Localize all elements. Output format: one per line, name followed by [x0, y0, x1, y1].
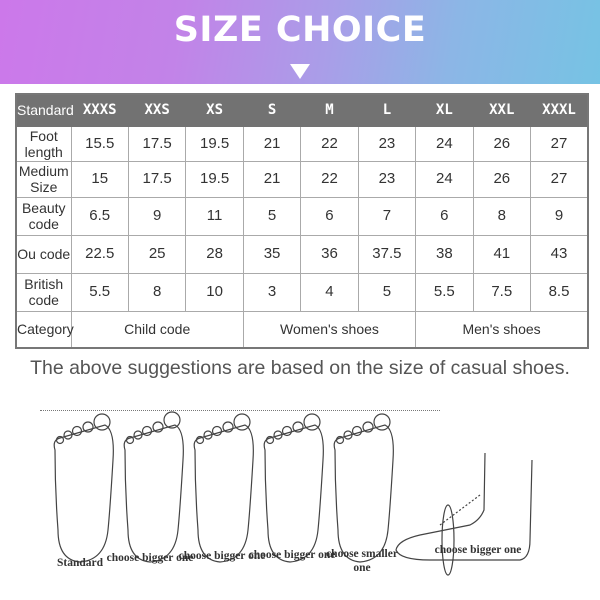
- category-cell: Child code: [70, 310, 244, 349]
- foot-caption: choose bigger one: [178, 550, 266, 562]
- table-cell: 9: [127, 196, 187, 236]
- table-row: British code 5.5 8 10 3 4 5 5.5 7.5 8.5: [15, 272, 589, 312]
- header-banner: SIZE CHOICE: [0, 0, 600, 84]
- size-header: XXS: [127, 93, 187, 127]
- table-cell: 8: [472, 196, 532, 236]
- table-cell: 21: [242, 125, 302, 162]
- size-header: XXL: [472, 93, 532, 127]
- category-cell: Women's shoes: [242, 310, 417, 349]
- table-cell: 17.5: [127, 160, 187, 198]
- triangle-down-icon: [290, 64, 310, 79]
- table-cell: 26: [472, 125, 532, 162]
- size-header: XL: [415, 93, 474, 127]
- table-header-row: Standard XXXS XXS XS S M L XL XXL XXXL: [15, 93, 589, 127]
- table-cell: 6: [415, 196, 474, 236]
- table-cell: 8.5: [530, 272, 589, 312]
- size-header: XXXL: [530, 93, 589, 127]
- table-cell: 38: [415, 234, 474, 274]
- foot-caption: choose bigger one: [248, 549, 336, 561]
- table-cell: 35: [242, 234, 302, 274]
- foot-sole-icon: [263, 413, 324, 563]
- table-cell: 24: [415, 160, 474, 198]
- note-text: The above suggestions are based on the s…: [30, 357, 570, 379]
- table-cell: 27: [530, 160, 589, 198]
- side-foot-icon: [395, 452, 533, 576]
- row-label: Medium Size: [15, 160, 72, 198]
- foot-sole-icon: [123, 411, 184, 563]
- table-cell: 8: [127, 272, 187, 312]
- foot-caption: choose bigger one: [434, 544, 522, 556]
- table-cell: 15: [70, 160, 129, 198]
- table-cell: 7.5: [472, 272, 532, 312]
- table-cell: 5: [357, 272, 417, 312]
- table-cell: 6.5: [70, 196, 129, 236]
- foot-caption: choose smaller one: [326, 548, 398, 574]
- table-cell: 6: [300, 196, 359, 236]
- table-cell: 3: [242, 272, 302, 312]
- feet-illustration: [53, 411, 533, 576]
- size-table: Standard XXXS XXS XS S M L XL XXL XXXL Foot lengt…: [15, 93, 589, 349]
- row-label: Ou code: [15, 234, 72, 274]
- table-cell: 41: [472, 234, 532, 274]
- size-header: XXXS: [70, 93, 129, 127]
- table-cell: 5.5: [70, 272, 129, 312]
- table-cell: 37.5: [357, 234, 417, 274]
- size-header: XS: [185, 93, 244, 127]
- table-cell: 4: [300, 272, 359, 312]
- size-header: S: [242, 93, 302, 127]
- table-cell: 26: [472, 160, 532, 198]
- table-row: Beauty code 6.5 9 11 5 6 7 6 8 9: [15, 196, 589, 236]
- table-row: Foot length 15.5 17.5 19.5 21 22 23 24 26 27: [15, 125, 589, 162]
- foot-caption: choose bigger one: [106, 552, 194, 564]
- table-cell: 11: [185, 196, 244, 236]
- table-row: Ou code 22.5 25 28 35 36 37.5 38 41 43: [15, 234, 589, 274]
- table-cell: 7: [357, 196, 417, 236]
- table-cell: 25: [127, 234, 187, 274]
- category-cell: Men's shoes: [415, 310, 589, 349]
- table-row-category: Category Child code Women's shoes Men's …: [15, 310, 589, 349]
- foot-sole-icon: [333, 413, 394, 563]
- table-row: Medium Size 15 17.5 19.5 21 22 23 24 26 27: [15, 160, 589, 198]
- header-label: Standard: [15, 93, 74, 127]
- foot-sole-icon: [53, 413, 114, 563]
- table-cell: 9: [530, 196, 589, 236]
- table-cell: 17.5: [127, 125, 187, 162]
- row-label: Category: [15, 310, 74, 349]
- table-cell: 22: [300, 160, 359, 198]
- table-cell: 23: [357, 160, 417, 198]
- table-cell: 36: [300, 234, 359, 274]
- table-cell: 28: [185, 234, 244, 274]
- table-cell: 5.5: [415, 272, 474, 312]
- table-cell: 43: [530, 234, 589, 274]
- dotted-line: [40, 410, 440, 411]
- table-cell: 19.5: [185, 125, 244, 162]
- table-cell: 24: [415, 125, 474, 162]
- row-label: Beauty code: [15, 196, 72, 236]
- table-cell: 27: [530, 125, 589, 162]
- row-label: British code: [15, 272, 72, 312]
- page-title: SIZE CHOICE: [173, 10, 427, 50]
- table-cell: 22: [300, 125, 359, 162]
- table-cell: 22.5: [70, 234, 129, 274]
- table-cell: 21: [242, 160, 302, 198]
- table-cell: 23: [357, 125, 417, 162]
- row-label: Foot length: [15, 125, 72, 162]
- size-header: M: [300, 93, 359, 127]
- foot-sole-icon: [193, 413, 254, 563]
- table-cell: 19.5: [185, 160, 244, 198]
- foot-caption: Standard: [56, 557, 104, 569]
- table-cell: 5: [242, 196, 302, 236]
- table-cell: 10: [185, 272, 244, 312]
- size-header: L: [357, 93, 417, 127]
- table-cell: 15.5: [70, 125, 129, 162]
